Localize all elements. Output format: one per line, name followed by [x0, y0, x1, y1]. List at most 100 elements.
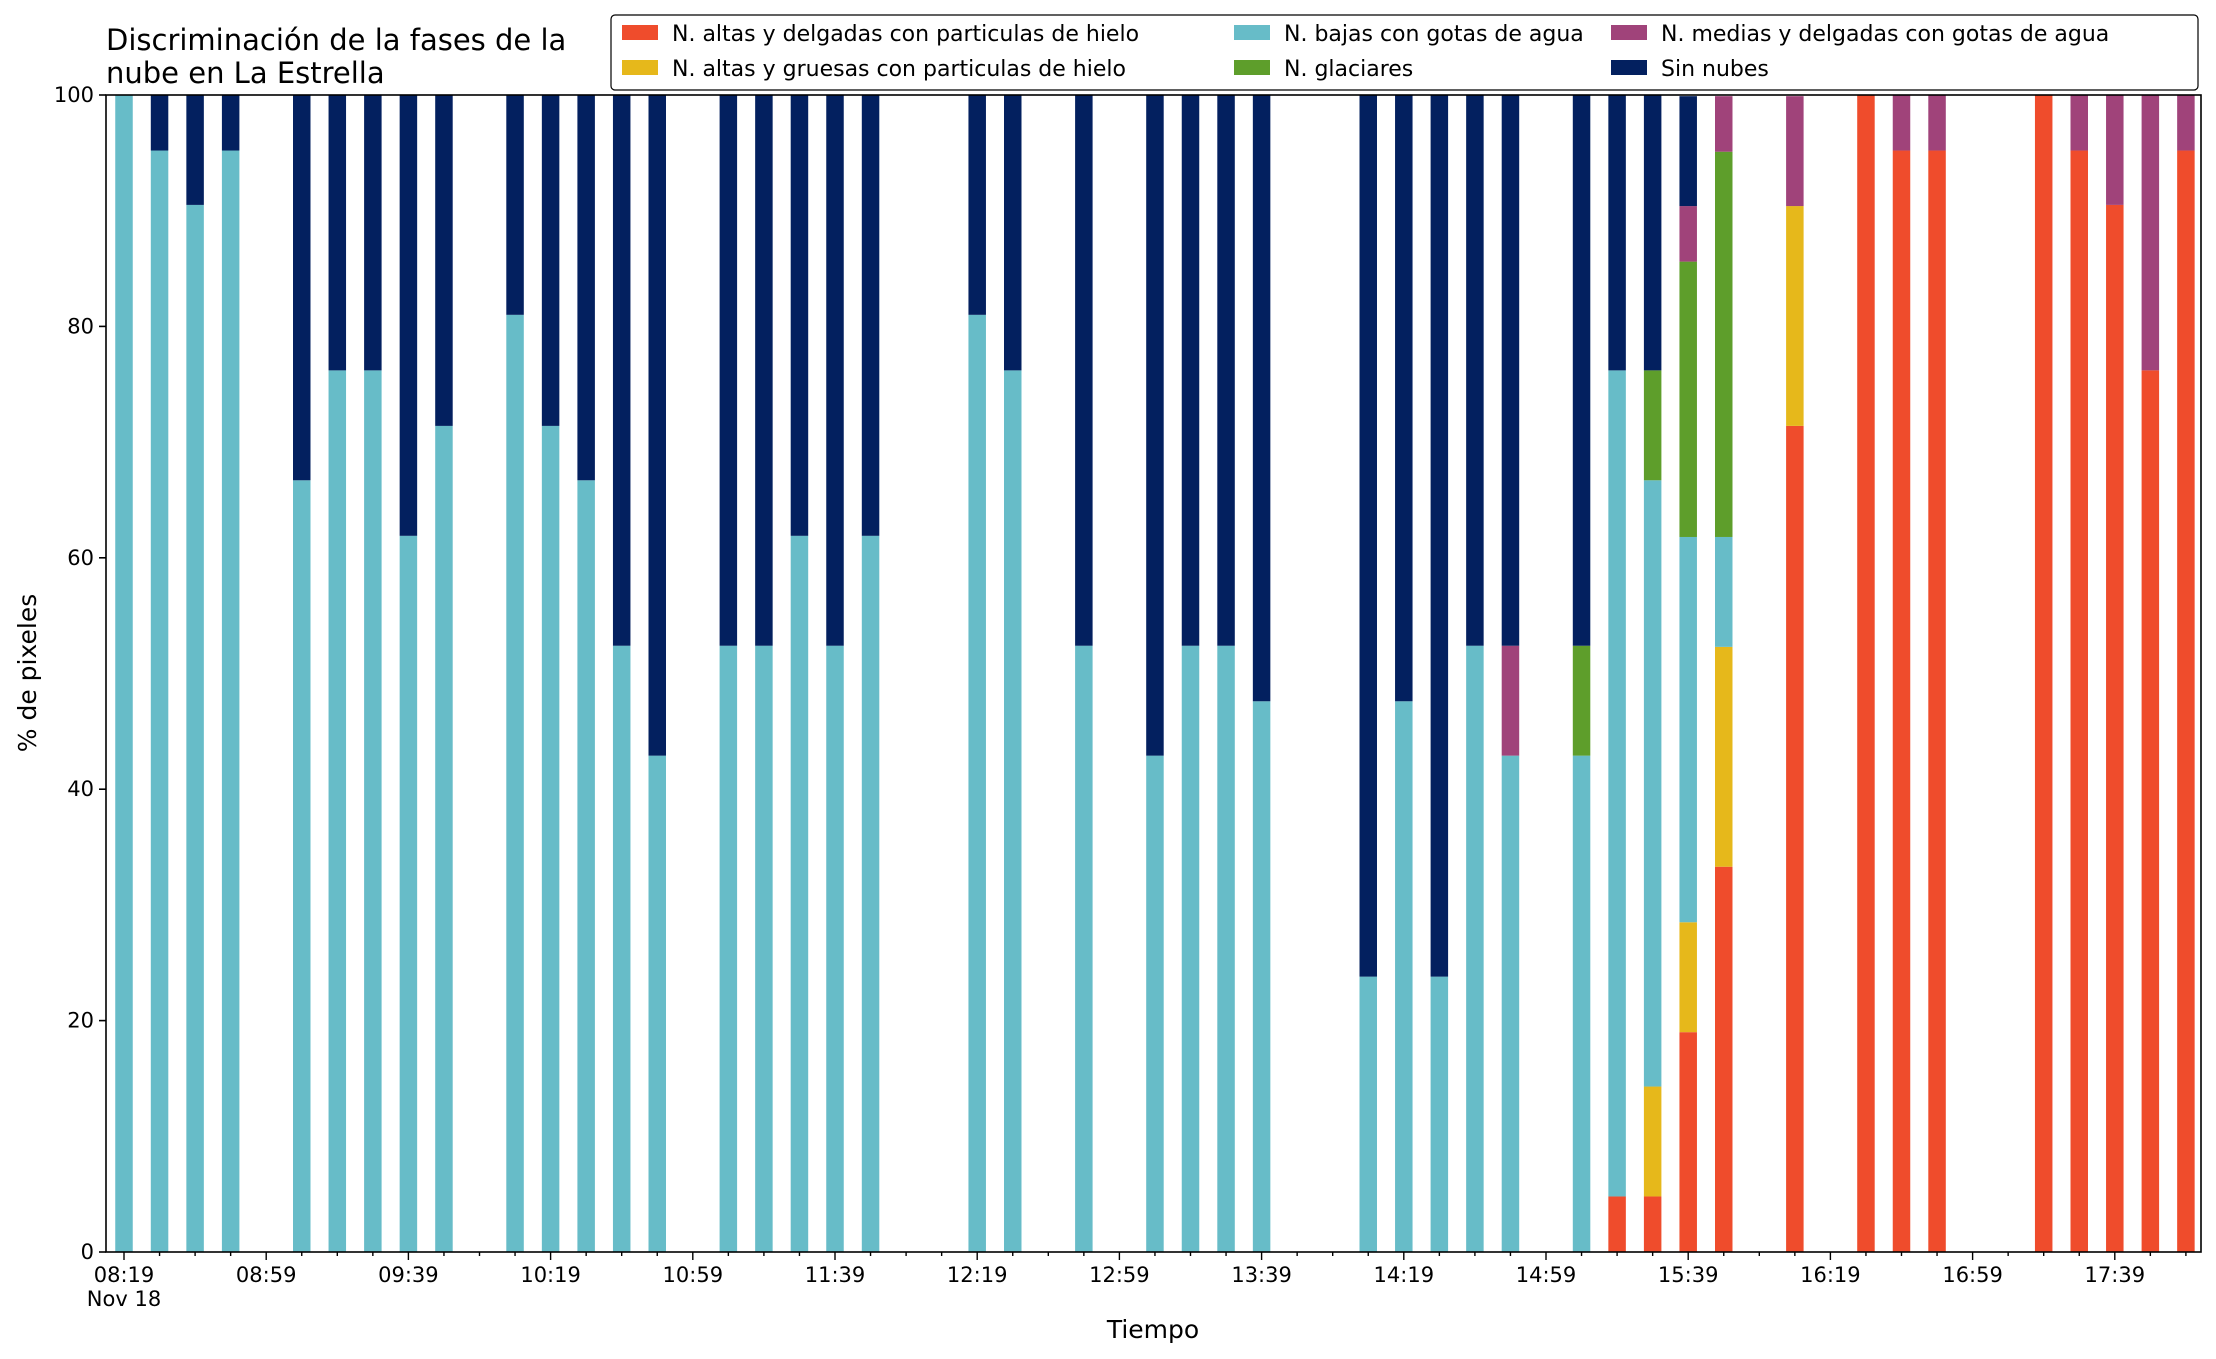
legend-swatch	[1611, 25, 1647, 40]
bar-segment	[1892, 150, 1911, 1252]
bar-segment	[2106, 204, 2124, 1252]
legend-box	[610, 14, 2199, 91]
bar-segment	[1572, 95, 1591, 646]
bar-segment	[861, 95, 880, 536]
bar-segment	[1892, 95, 1911, 151]
bar-segment	[293, 95, 311, 481]
bar-segment	[1928, 95, 1946, 151]
x-tick-label: 08:19	[94, 1263, 155, 1287]
x-tick-label: 12:59	[1089, 1263, 1150, 1287]
bar-segment	[2106, 95, 2124, 205]
legend-swatch	[1234, 60, 1270, 75]
chart-title: Discriminación de la fases de la nube en …	[106, 23, 566, 90]
x-axis-label: Tiempo	[1106, 1315, 1199, 1344]
bar-segment	[1679, 206, 1697, 262]
bar-segment	[719, 645, 738, 1252]
bar-segment	[648, 755, 666, 1252]
bar-segment	[1786, 206, 1804, 426]
bar-segment	[364, 370, 382, 1252]
y-tick-label: 80	[67, 314, 94, 338]
bar-segment	[399, 535, 418, 1252]
bar-segment	[1217, 645, 1235, 1252]
x-tick-label: 13:39	[1231, 1263, 1292, 1287]
bar-segment	[1679, 96, 1697, 207]
bar-segment	[1857, 95, 1875, 1252]
legend-label: N. bajas con gotas de agua	[1284, 22, 1584, 47]
bar-segment	[826, 645, 844, 1252]
bar-segment	[2034, 95, 2053, 1252]
bar-segment	[1359, 95, 1377, 977]
y-axis: 0 20 40 60 80 100	[54, 83, 106, 1264]
bar-segment	[612, 95, 631, 646]
bar-segment	[399, 95, 418, 536]
bar-segment	[150, 95, 169, 151]
bar-segment	[541, 95, 560, 426]
bar-segment	[755, 645, 773, 1252]
bar-segment	[541, 425, 560, 1252]
bar-segment	[1679, 922, 1697, 1033]
bar-segment	[1608, 95, 1626, 371]
bar-segment	[1608, 370, 1626, 1197]
legend-swatch	[1611, 60, 1647, 75]
bar-segment	[1643, 480, 1662, 1087]
bar-segment	[1643, 95, 1662, 371]
bar-segment	[1395, 701, 1413, 1252]
bar-segment	[1146, 95, 1164, 756]
bar-segment	[1643, 1196, 1662, 1252]
bar-segment	[648, 95, 666, 756]
bar-segment	[1679, 261, 1697, 537]
bar-segment	[2141, 95, 2160, 371]
bar-segment	[1466, 645, 1484, 1252]
x-axis: 08:19 08:59 09:39 10:19 10:59 11:39 12:19 12:59…	[87, 1252, 2187, 1311]
bar-segment	[506, 95, 524, 315]
bar-segment	[1004, 370, 1022, 1252]
bar-segment	[115, 95, 133, 1252]
bar-segment	[2070, 95, 2088, 151]
bar-segment	[2070, 150, 2088, 1252]
bar-segment	[435, 425, 453, 1252]
y-tick-label: 40	[67, 777, 94, 801]
bar-segment	[1643, 370, 1662, 481]
legend-label: N. altas y gruesas con particulas de hie…	[672, 57, 1126, 82]
bar-segment	[1075, 645, 1093, 1252]
bar-segment	[150, 150, 169, 1252]
x-tick-label: 11:39	[805, 1263, 866, 1287]
bar-segment	[1217, 95, 1235, 646]
x-tick-label: 14:19	[1374, 1263, 1435, 1287]
legend-label: N. altas y delgadas con particulas de hi…	[672, 22, 1139, 47]
y-axis-label: % de pixeles	[13, 594, 42, 752]
x-tick-label: 16:19	[1800, 1263, 1861, 1287]
bar-segment	[1715, 96, 1733, 152]
bar-segment	[1572, 645, 1591, 756]
x-tick-label: 16:59	[1942, 1263, 2003, 1287]
bar-segment	[1679, 1032, 1697, 1252]
x-tick-label: 17:39	[2085, 1263, 2146, 1287]
bar-segment	[1928, 150, 1946, 1252]
bar-segment	[861, 535, 880, 1252]
bar-segment	[1359, 976, 1377, 1252]
bar-segment	[1146, 755, 1164, 1252]
x-tick-label: 09:39	[378, 1263, 439, 1287]
bar-segment	[1075, 95, 1093, 646]
bar-segment	[1466, 95, 1484, 646]
y-tick-label: 0	[81, 1240, 94, 1264]
y-tick-label: 60	[67, 546, 94, 570]
x-tick-label: 08:59	[236, 1263, 297, 1287]
legend-swatch	[1234, 25, 1270, 40]
bar-segment	[435, 95, 453, 426]
bar-segment	[1395, 95, 1413, 702]
bar-segment	[506, 314, 524, 1253]
bar-segment	[221, 150, 240, 1252]
bar-segment	[1608, 1196, 1626, 1252]
bar-segment	[186, 204, 204, 1252]
x-tick-label: 14:59	[1516, 1263, 1577, 1287]
bar-segment	[186, 95, 204, 205]
bar-segment	[1501, 755, 1520, 1252]
bar-segment	[293, 480, 311, 1252]
x-tick-label: 15:39	[1658, 1263, 1719, 1287]
bar-segment	[719, 95, 738, 646]
bar-segment	[2141, 370, 2160, 1252]
y-tick-label: 20	[67, 1009, 94, 1033]
bar-segment	[968, 314, 986, 1253]
